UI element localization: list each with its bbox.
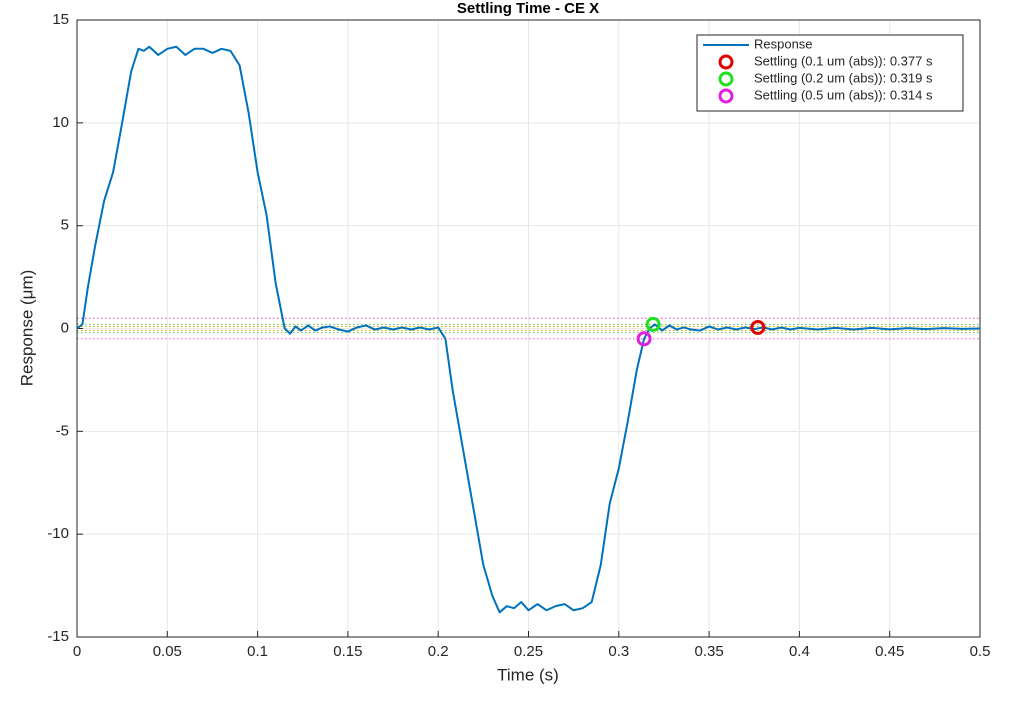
y-tick-label: 5 — [61, 217, 69, 234]
legend-marker — [718, 88, 734, 104]
legend-label: Settling (0.2 um (abs)): 0.319 s — [754, 70, 933, 85]
legend-label: Settling (0.1 um (abs)): 0.377 s — [754, 53, 933, 68]
x-tick-label: 0.2 — [428, 643, 449, 660]
y-tick-label: -5 — [56, 422, 69, 439]
legend-marker — [718, 54, 734, 70]
x-tick-label: 0.1 — [247, 643, 268, 660]
x-tick-label: 0.45 — [875, 643, 904, 660]
y-tick-label: -15 — [47, 628, 69, 645]
x-tick-label: 0.15 — [333, 643, 362, 660]
settling-marker — [645, 316, 661, 332]
y-tick-label: 10 — [52, 114, 69, 131]
response-line — [76, 45, 981, 614]
x-tick-label: 0.35 — [694, 643, 723, 660]
settling-marker — [750, 319, 766, 335]
x-tick-label: 0.3 — [608, 643, 629, 660]
x-tick-label: 0.05 — [153, 643, 182, 660]
legend-box — [696, 34, 964, 112]
settling-marker — [636, 331, 652, 347]
x-tick-label: 0.4 — [789, 643, 810, 660]
chart-title: Settling Time - CE X — [457, 0, 599, 17]
x-tick-label: 0 — [73, 643, 81, 660]
legend-label: Response — [754, 36, 813, 51]
x-axis-label: Time (s) — [497, 665, 559, 684]
y-axis-label: Response (μm) — [17, 270, 36, 387]
x-tick-label: 0.25 — [514, 643, 543, 660]
y-tick-label: 0 — [61, 319, 69, 336]
legend-label: Settling (0.5 um (abs)): 0.314 s — [754, 87, 933, 102]
y-tick-label: 15 — [52, 11, 69, 28]
y-tick-label: -10 — [47, 525, 69, 542]
x-tick-label: 0.5 — [970, 643, 991, 660]
legend-marker — [718, 71, 734, 87]
